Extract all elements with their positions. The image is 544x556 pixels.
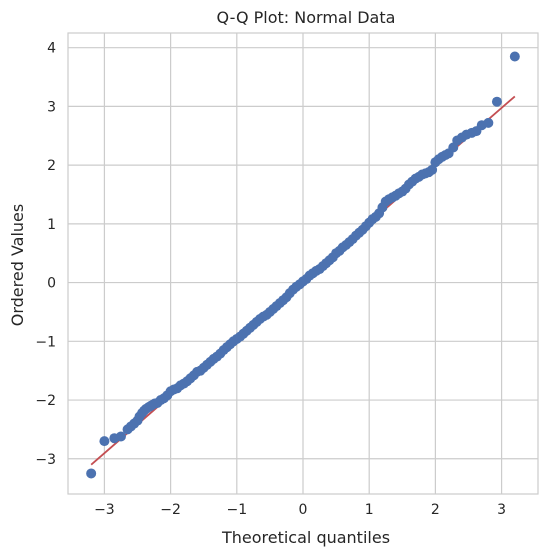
data-point xyxy=(483,117,494,128)
x-tick-label: 3 xyxy=(497,502,506,518)
data-point xyxy=(509,51,520,62)
chart-title: Q-Q Plot: Normal Data xyxy=(217,8,396,27)
y-tick-label: −2 xyxy=(35,393,56,409)
data-point xyxy=(115,431,126,442)
x-tick-label: −1 xyxy=(226,502,247,518)
x-axis-label: Theoretical quantiles xyxy=(221,528,390,547)
y-tick-labels: −3 −2 −1 0 1 2 3 4 xyxy=(35,41,56,468)
data-point xyxy=(86,468,97,479)
y-tick-label: 1 xyxy=(47,217,56,233)
x-tick-label: −3 xyxy=(94,502,115,518)
x-tick-label: −2 xyxy=(160,502,181,518)
data-point xyxy=(491,96,502,107)
y-tick-label: 4 xyxy=(47,41,56,57)
y-tick-label: 0 xyxy=(47,276,56,292)
x-tick-labels: −3 −2 −1 0 1 2 3 xyxy=(94,502,506,518)
y-tick-label: 2 xyxy=(47,158,56,174)
data-point xyxy=(99,436,110,447)
y-axis-label: Ordered Values xyxy=(8,204,27,326)
x-tick-label: 2 xyxy=(431,502,440,518)
plot-frame xyxy=(67,32,539,495)
x-tick-label: 1 xyxy=(365,502,374,518)
data-point xyxy=(427,164,438,175)
y-tick-label: −3 xyxy=(35,452,56,468)
grid xyxy=(68,33,538,494)
y-tick-label: 3 xyxy=(47,99,56,115)
y-tick-label: −1 xyxy=(35,334,56,350)
points-layer xyxy=(86,51,520,479)
x-tick-label: 0 xyxy=(299,502,308,518)
